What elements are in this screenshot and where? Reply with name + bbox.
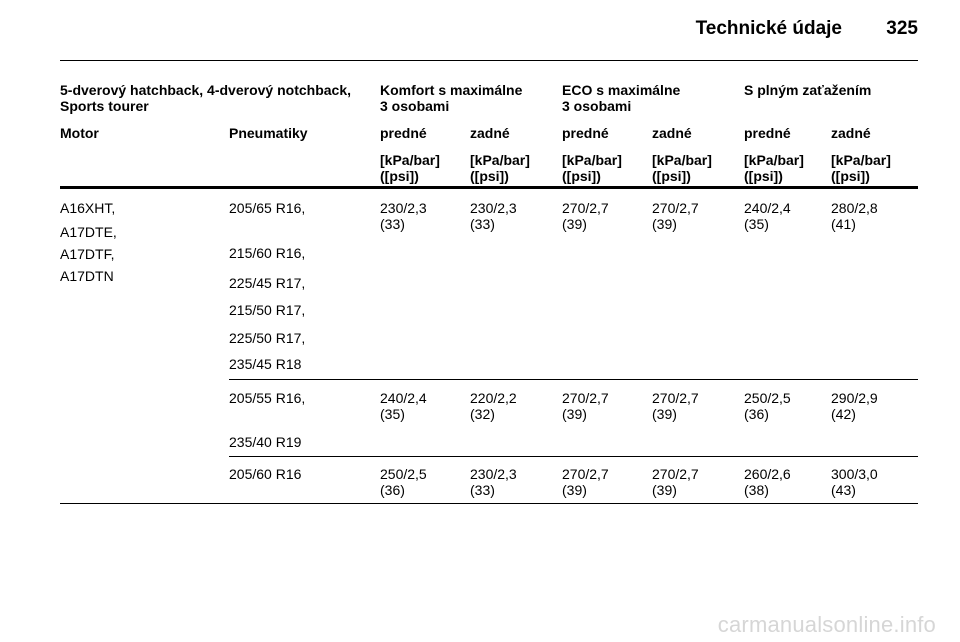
col-header-komfort-rear: zadné xyxy=(470,125,510,141)
pressure-psi: (39) xyxy=(562,406,587,422)
tire-size: 235/40 R19 xyxy=(229,434,302,450)
pressure-psi: (36) xyxy=(380,482,405,498)
tire-size: 215/60 R16, xyxy=(229,245,306,261)
pressure-value: 270/2,7 xyxy=(562,466,609,482)
col-header-motor: Motor xyxy=(60,125,99,141)
table-group-header-komfort-line2: 3 osobami xyxy=(380,98,450,114)
table-group-header-full-load: S plným zaťažením xyxy=(744,82,872,98)
table-header-rule xyxy=(60,186,918,189)
page-title: Technické údaje xyxy=(695,18,842,39)
pressure-psi: (42) xyxy=(831,406,856,422)
pressure-psi: (39) xyxy=(652,482,677,498)
page-number: 325 xyxy=(886,18,918,39)
pressure-psi: (33) xyxy=(380,216,405,232)
pressure-value: 230/2,3 xyxy=(470,200,517,216)
col-header-full-front: predné xyxy=(744,125,791,141)
unit-header: ([psi]) xyxy=(744,168,783,184)
pressure-value: 240/2,4 xyxy=(380,390,427,406)
row-divider xyxy=(229,379,918,380)
pressure-psi: (35) xyxy=(744,216,769,232)
tire-size: 205/55 R16, xyxy=(229,390,306,406)
unit-header: [kPa/bar] xyxy=(380,152,440,168)
row-divider xyxy=(229,456,918,457)
pressure-psi: (39) xyxy=(562,482,587,498)
unit-header: [kPa/bar] xyxy=(744,152,804,168)
pressure-value: 220/2,2 xyxy=(470,390,517,406)
tire-size: 225/45 R17, xyxy=(229,275,306,291)
unit-header: [kPa/bar] xyxy=(831,152,891,168)
pressure-psi: (39) xyxy=(562,216,587,232)
tire-size: 235/45 R18 xyxy=(229,356,302,372)
pressure-psi: (32) xyxy=(470,406,495,422)
pressure-value: 270/2,7 xyxy=(562,390,609,406)
motor-cell: A17DTN xyxy=(60,268,114,284)
table-group-header-vehicle: 5-dverový hatchback, 4-dverový notchback… xyxy=(60,82,351,98)
col-header-eco-rear: zadné xyxy=(652,125,692,141)
tire-size: 215/50 R17, xyxy=(229,302,306,318)
pressure-psi: (39) xyxy=(652,216,677,232)
pressure-psi: (35) xyxy=(380,406,405,422)
pressure-psi: (39) xyxy=(652,406,677,422)
pressure-psi: (33) xyxy=(470,482,495,498)
table-group-header-eco-line2: 3 osobami xyxy=(562,98,632,114)
pressure-psi: (36) xyxy=(744,406,769,422)
unit-header: ([psi]) xyxy=(562,168,601,184)
pressure-psi: (38) xyxy=(744,482,769,498)
pressure-value: 240/2,4 xyxy=(744,200,791,216)
table-group-header-komfort: Komfort s maximálne xyxy=(380,82,523,98)
pressure-value: 270/2,7 xyxy=(652,200,699,216)
page-header: Technické údaje 325 xyxy=(60,0,918,61)
unit-header: ([psi]) xyxy=(652,168,691,184)
watermark: carmanualsonline.info xyxy=(717,612,936,637)
col-header-full-rear: zadné xyxy=(831,125,871,141)
pressure-psi: (41) xyxy=(831,216,856,232)
unit-header: [kPa/bar] xyxy=(470,152,530,168)
pressure-value: 280/2,8 xyxy=(831,200,878,216)
pressure-value: 230/2,3 xyxy=(380,200,427,216)
tire-size: 225/50 R17, xyxy=(229,330,306,346)
pressure-value: 230/2,3 xyxy=(470,466,517,482)
table-group-header-eco: ECO s maximálne xyxy=(562,82,681,98)
pressure-psi: (33) xyxy=(470,216,495,232)
unit-header: ([psi]) xyxy=(470,168,509,184)
motor-cell: A17DTE, xyxy=(60,224,117,240)
unit-header: [kPa/bar] xyxy=(562,152,622,168)
col-header-komfort-front: predné xyxy=(380,125,427,141)
col-header-tires: Pneumatiky xyxy=(229,125,308,141)
unit-header: [kPa/bar] xyxy=(652,152,712,168)
pressure-psi: (43) xyxy=(831,482,856,498)
pressure-value: 250/2,5 xyxy=(744,390,791,406)
tire-size: 205/60 R16 xyxy=(229,466,302,482)
table-bottom-rule xyxy=(60,503,918,504)
pressure-value: 270/2,7 xyxy=(652,390,699,406)
pressure-value: 250/2,5 xyxy=(380,466,427,482)
unit-header: ([psi]) xyxy=(380,168,419,184)
pressure-value: 260/2,6 xyxy=(744,466,791,482)
pressure-value: 290/2,9 xyxy=(831,390,878,406)
col-header-eco-front: predné xyxy=(562,125,609,141)
pressure-value: 270/2,7 xyxy=(652,466,699,482)
motor-cell: A16XHT, xyxy=(60,200,116,216)
unit-header: ([psi]) xyxy=(831,168,870,184)
table-group-header-vehicle-line2: Sports tourer xyxy=(60,98,149,114)
tire-size: 205/65 R16, xyxy=(229,200,306,216)
pressure-value: 300/3,0 xyxy=(831,466,878,482)
pressure-value: 270/2,7 xyxy=(562,200,609,216)
motor-cell: A17DTF, xyxy=(60,246,115,262)
